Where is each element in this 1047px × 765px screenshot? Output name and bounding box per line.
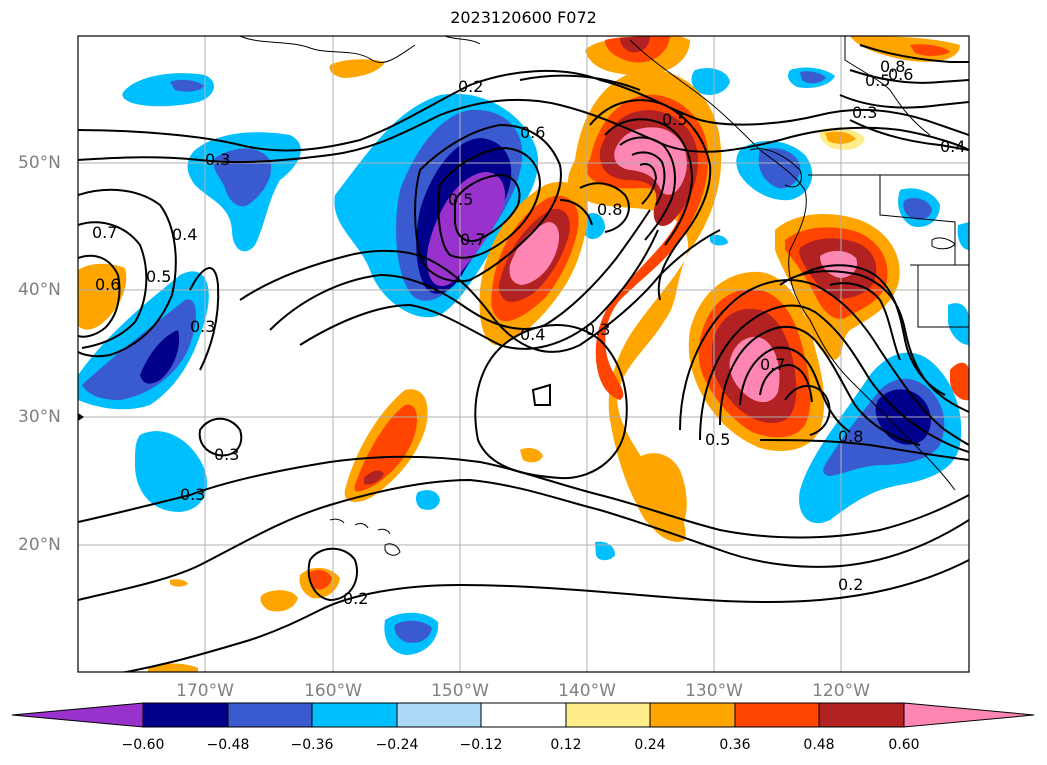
lon-tick-label: 160°W [304, 681, 362, 701]
colorbar-segment [396, 702, 482, 728]
contour-label: 0.6 [888, 65, 913, 84]
map-frame [77, 35, 970, 673]
lon-tick-label: 170°W [176, 681, 234, 701]
colorbar-segment [903, 702, 1035, 728]
contour-label: 0.4 [172, 225, 197, 244]
colorbar-tick-label: −0.24 [375, 737, 419, 753]
lat-tick-label: 40°N [18, 280, 61, 300]
colorbar-segment [734, 702, 820, 728]
contour-label: 0.3 [190, 317, 215, 336]
lon-tick-label: 120°W [812, 681, 870, 701]
contour-label: 0.3 [852, 103, 877, 122]
contour-label: 0.5 [865, 71, 890, 90]
contour-label: 0.5 [448, 190, 473, 209]
colorbar-segment [11, 702, 144, 728]
colorbar-tick-label: 0.48 [803, 737, 835, 753]
contour-label: 0.2 [458, 77, 483, 96]
contour-label: 0.2 [838, 575, 863, 594]
contour-label: 0.2 [343, 589, 368, 608]
contour-label: 0.8 [597, 200, 622, 219]
colorbar-tick-label: 0.60 [888, 737, 920, 753]
colorbar-tick-label: −0.36 [290, 737, 334, 753]
colorbar-segment [311, 702, 398, 728]
colorbar-segment [649, 702, 736, 728]
contour-label: 0.5 [146, 267, 171, 286]
contour-labels: 0.2 0.3 0.3 0.3 0.4 0.3 0.5 0.6 0.6 0.7 … [92, 57, 965, 608]
contour-label: 0.6 [520, 123, 545, 142]
negative-anomaly-west [78, 271, 209, 410]
contour-lines [78, 44, 969, 672]
contour-label: 0.4 [940, 137, 965, 156]
lat-tick-label: 20°N [18, 535, 61, 555]
contour-label: 0.5 [662, 110, 687, 129]
colorbar [11, 702, 1035, 728]
contour-label: 0.3 [180, 485, 205, 504]
colorbar-tick-label: −0.12 [459, 737, 503, 753]
contour-label: 0.6 [95, 275, 120, 294]
lon-tick-label: 150°W [431, 681, 489, 701]
contour-label: 0.3 [585, 320, 610, 339]
contour-label: 0.5 [705, 430, 730, 449]
colorbar-segment [480, 702, 567, 728]
negative-anomaly-blobs [122, 67, 969, 655]
lat-tick-label: 50°N [18, 153, 61, 173]
lat-tick-label: 30°N [18, 407, 61, 427]
colorbar-segment [818, 702, 905, 728]
colorbar-tick-label: 0.24 [634, 737, 666, 753]
colorbar-tick-label: 0.12 [550, 737, 582, 753]
contour-label: 0.4 [520, 325, 545, 344]
positive-anomaly-gulf [567, 36, 722, 542]
colorbar-segment [227, 702, 313, 728]
plot-title: 2023120600 F072 [450, 8, 597, 27]
contour-label: 0.7 [760, 355, 785, 374]
contour-label: 0.8 [880, 57, 905, 76]
colorbar-tick-label: −0.48 [206, 737, 250, 753]
lon-tick-label: 130°W [685, 681, 743, 701]
colorbar-tick-label: 0.36 [719, 737, 751, 753]
contour-label: 0.7 [92, 223, 117, 242]
lon-tick-label: 140°W [558, 681, 616, 701]
colorbar-segment [142, 702, 229, 728]
contour-label: 0.8 [838, 427, 863, 446]
coastlines [239, 36, 969, 556]
contour-label: 0.3 [214, 445, 239, 464]
contour-label: 0.3 [205, 150, 230, 169]
colorbar-segment [565, 702, 651, 728]
contour-label: 0.7 [460, 230, 485, 249]
colorbar-tick-label: −0.60 [121, 737, 165, 753]
